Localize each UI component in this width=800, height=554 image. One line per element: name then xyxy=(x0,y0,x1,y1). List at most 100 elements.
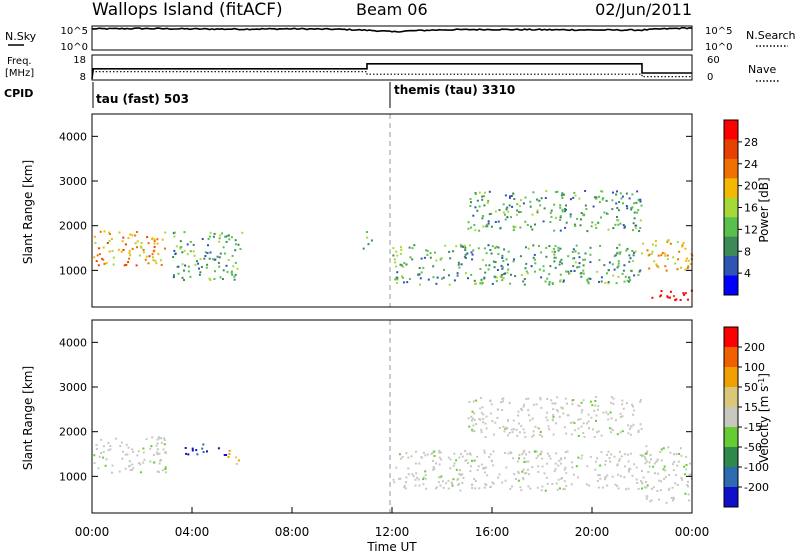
scatter-point xyxy=(534,262,537,265)
scatter-point xyxy=(684,473,687,476)
nave-label: Nave xyxy=(748,63,776,76)
scatter-point xyxy=(183,249,186,252)
scatter-point xyxy=(589,400,592,403)
scatter-point xyxy=(669,290,672,293)
scatter-point xyxy=(452,478,455,481)
scatter-point xyxy=(508,204,511,207)
scatter-point xyxy=(551,483,554,485)
scatter-point xyxy=(562,412,565,415)
scatter-point xyxy=(370,239,373,242)
scatter-point xyxy=(670,496,673,499)
scatter-point xyxy=(502,277,505,279)
scatter-point xyxy=(623,453,626,456)
scatter-point xyxy=(156,438,159,441)
scatter-point xyxy=(394,278,397,281)
scatter-point xyxy=(549,221,552,223)
scatter-point xyxy=(507,268,510,271)
scatter-point xyxy=(542,220,545,223)
scatter-point xyxy=(501,254,504,257)
scatter-point xyxy=(478,487,481,490)
power-y-axis: 1000 2000 3000 4000 xyxy=(59,130,692,277)
scatter-point xyxy=(539,204,542,207)
scatter-point xyxy=(489,399,492,402)
scatter-point xyxy=(209,251,212,254)
scatter-point xyxy=(553,229,556,232)
scatter-point xyxy=(486,474,489,477)
scatter-point xyxy=(590,225,593,228)
scatter-point xyxy=(570,433,573,436)
scatter-point xyxy=(578,262,581,265)
scatter-point xyxy=(574,250,577,253)
scatter-point xyxy=(587,413,590,416)
colorbar-segment xyxy=(724,367,738,388)
scatter-point xyxy=(589,455,592,458)
scatter-point xyxy=(119,445,122,448)
scatter-point xyxy=(107,449,110,452)
scatter-point xyxy=(523,403,525,406)
scatter-point xyxy=(611,263,614,266)
colorbar-segment xyxy=(724,275,738,296)
colorbar-tick-label: 4 xyxy=(744,267,751,280)
scatter-point xyxy=(494,210,497,213)
scatter-point xyxy=(646,460,649,463)
scatter-point xyxy=(420,257,423,260)
scatter-point xyxy=(460,263,463,266)
scatter-point xyxy=(415,472,418,475)
scatter-point xyxy=(542,269,545,272)
scatter-point xyxy=(507,452,510,455)
scatter-point xyxy=(438,449,441,452)
scatter-point xyxy=(527,485,530,488)
scatter-point xyxy=(683,465,686,468)
scatter-point xyxy=(413,244,416,247)
scatter-point xyxy=(102,451,105,454)
scatter-point xyxy=(477,465,480,468)
scatter-point xyxy=(519,226,522,229)
scatter-point xyxy=(600,276,603,279)
scatter-point xyxy=(604,281,607,284)
scatter-point xyxy=(157,252,160,255)
scatter-point xyxy=(645,497,648,500)
scatter-point xyxy=(632,405,634,408)
scatter-point xyxy=(611,429,614,432)
scatter-point xyxy=(594,468,597,471)
scatter-point xyxy=(608,457,611,460)
scatter-point xyxy=(464,253,467,256)
scatter-point xyxy=(506,206,509,209)
cpid-entry-first: tau (fast) 503 xyxy=(96,92,189,106)
scatter-point xyxy=(145,255,148,258)
scatter-point xyxy=(471,253,474,256)
y-tick-label: 4000 xyxy=(59,130,87,143)
scatter-point xyxy=(675,298,678,301)
scatter-point xyxy=(201,238,204,240)
scatter-point xyxy=(142,451,145,454)
scatter-point xyxy=(507,419,510,422)
scatter-point xyxy=(563,468,566,471)
scatter-point xyxy=(422,483,425,486)
velocity-colorbar: 200 100 50 15 -15 -50 -100 -200 xyxy=(723,326,769,508)
scatter-point xyxy=(393,481,396,484)
scatter-point xyxy=(111,471,113,474)
colorbar-tick-label: 100 xyxy=(744,361,765,374)
scatter-point xyxy=(127,446,130,449)
scatter-point xyxy=(128,257,131,260)
scatter-point xyxy=(453,462,456,465)
scatter-point xyxy=(444,244,447,247)
scatter-point xyxy=(555,422,557,425)
scatter-point xyxy=(501,398,504,401)
scatter-point xyxy=(191,449,194,452)
scatter-point xyxy=(680,454,683,457)
scatter-point xyxy=(221,278,224,280)
scatter-point xyxy=(542,265,545,268)
colorbar-segment xyxy=(724,197,738,218)
scatter-point xyxy=(98,455,101,458)
scatter-point xyxy=(502,425,505,428)
scatter-point xyxy=(235,462,238,465)
scatter-point xyxy=(629,425,632,428)
scatter-point xyxy=(467,227,470,230)
scatter-point xyxy=(596,270,599,273)
scatter-point xyxy=(230,270,233,273)
scatter-point xyxy=(472,424,475,427)
scatter-point xyxy=(128,460,131,463)
scatter-point xyxy=(554,256,557,259)
